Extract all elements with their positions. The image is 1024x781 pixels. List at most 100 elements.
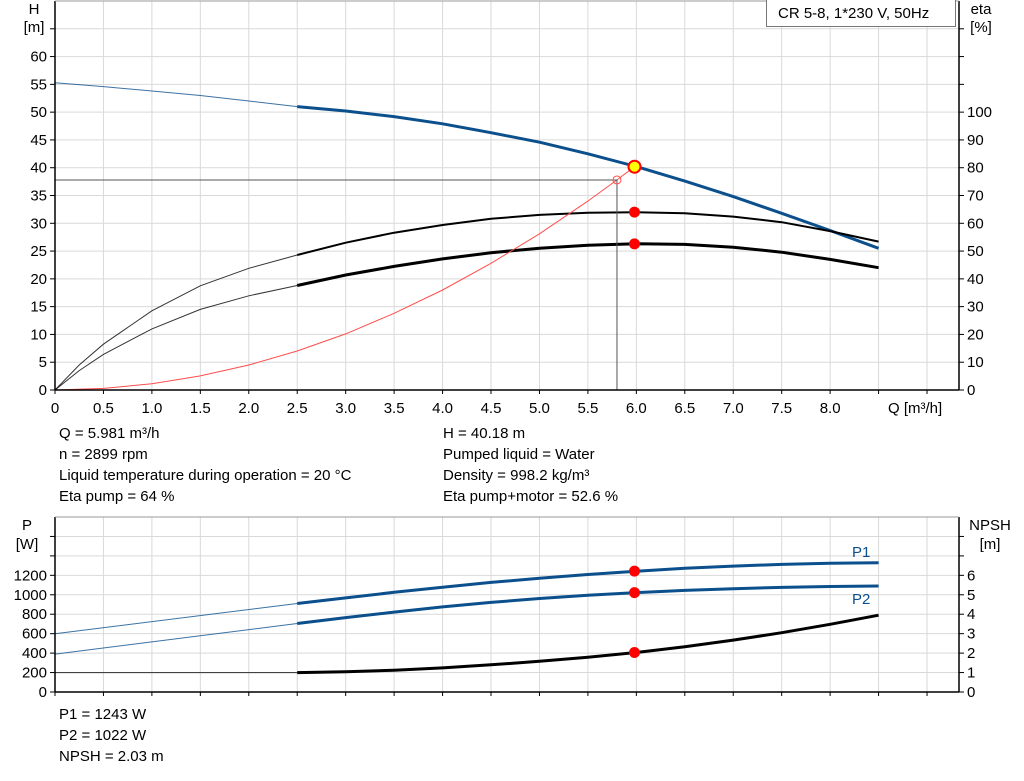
y2-tick-label: 1 [967,665,975,682]
pump-model-legend: CR 5-8, 1*230 V, 50Hz [766,0,956,27]
operating-point [629,238,641,250]
y2-tick-label: 5 [967,587,975,604]
npsh-axis-label: NPSH [969,517,1011,534]
y-tick-label: 20 [30,271,47,288]
x-tick-label: 3.0 [335,400,356,417]
x-tick-label: 7.5 [771,400,792,417]
x-tick-label: 2.5 [287,400,308,417]
npsh-curve [297,613,879,675]
power-axis-unit: [W] [16,536,39,553]
eta-pump-curve [296,211,879,256]
info-right: H = 40.18 m Pumped liquid = Water Densit… [443,423,618,507]
p2-curve-extrapolated [54,623,298,655]
p1-readout: P1 = 1243 W [59,706,147,723]
y2-tick-label: 3 [967,626,975,643]
operating-point [629,565,641,577]
y2-tick-label: 0 [967,684,975,701]
y2-tick-label: 20 [967,326,984,343]
x-tick-label: 0.5 [93,400,114,417]
eta-pump-readout: Eta pump = 64 % [59,488,175,505]
temperature-readout: Liquid temperature during operation = 20… [59,467,352,484]
y2-tick-label: 30 [967,299,984,316]
y-tick-label: 10 [30,326,47,343]
speed-readout: n = 2899 rpm [59,446,148,463]
system-curve-curve [54,166,635,391]
y2-tick-label: 70 [967,188,984,205]
x-tick-label: 1.5 [190,400,211,417]
density-readout: Density = 998.2 kg/m³ [443,467,590,484]
eta-pump-motor-curve [296,242,879,287]
x-tick-label: 4.0 [432,400,453,417]
info-left: Q = 5.981 m³/h n = 2899 rpm Liquid tempe… [59,423,351,507]
npsh-readout: NPSH = 2.03 m [59,748,164,765]
y2-tick-label: 10 [967,354,984,371]
p1-curve [297,561,879,605]
p2-series-label: P2 [852,591,870,608]
y2-tick-label: 90 [967,132,984,149]
y-tick-label: 600 [22,626,47,643]
y-tick-label: 1000 [14,587,47,604]
y-tick-label: 1200 [14,567,47,584]
y-tick-label: 30 [30,215,47,232]
eta-pump-motor-curve-extrapolated [54,285,298,391]
x-tick-label: 8.0 [820,400,841,417]
y2-tick-label: 2 [967,645,975,662]
y2-tick-label: 4 [967,606,975,623]
p1-series-label: P1 [852,544,870,561]
y2-tick-label: 60 [967,215,984,232]
duty-crosshair [55,179,618,390]
flow-readout: Q = 5.981 m³/h [59,425,160,442]
y2-tick-label: 50 [967,243,984,260]
liquid-readout: Pumped liquid = Water [443,446,595,463]
y-tick-label: 55 [30,76,47,93]
eta-pump-curve-extrapolated [54,254,298,391]
bottom-curves [54,561,879,675]
operating-point [629,206,641,218]
operating-point [629,647,641,659]
marked-point [612,175,622,185]
operating-point [629,587,641,599]
info-bottom: P1 = 1243 W P2 = 1022 W NPSH = 2.03 m [59,704,164,767]
duty-point [627,159,642,174]
y-tick-label: 200 [22,665,47,682]
x-tick-label: 6.5 [674,400,695,417]
y-tick-label: 35 [30,188,47,205]
bottom-grid [55,517,959,692]
axes: 0510152025303540455055600102030405060708… [14,0,992,701]
y-tick-label: 40 [30,160,47,177]
y-tick-label: 50 [30,104,47,121]
y2-tick-label: 0 [967,382,975,399]
y-tick-label: 400 [22,645,47,662]
y-tick-label: 60 [30,49,47,66]
y-tick-label: 25 [30,243,47,260]
p1-curve-extrapolated [54,603,298,635]
y2-tick-label: 40 [967,271,984,288]
p2-curve [297,584,879,625]
x-axis-label: Q [m³/h] [888,400,942,417]
x-tick-label: 2.0 [238,400,259,417]
x-tick-label: 4.5 [481,400,502,417]
y2-tick-label: 100 [967,104,992,121]
y-axis-unit: [m] [24,19,45,36]
x-tick-label: 0 [51,400,59,417]
y-tick-label: 5 [39,354,47,371]
y-tick-label: 0 [39,382,47,399]
y-tick-label: 15 [30,299,47,316]
h-curve [297,105,880,250]
top-grid [55,1,959,390]
h-curve-extrapolated [54,82,298,108]
y-tick-label: 0 [39,684,47,701]
top-curves [54,82,880,391]
y2-tick-label: 6 [967,567,975,584]
power-axis-label: P [22,517,32,534]
y2-axis-unit: [%] [970,19,992,36]
y-tick-label: 800 [22,606,47,623]
head-readout: H = 40.18 m [443,425,526,442]
x-tick-label: 7.0 [723,400,744,417]
npsh-axis-unit: [m] [980,536,1001,553]
x-tick-label: 3.5 [384,400,405,417]
y2-axis-label: eta [971,1,993,18]
x-tick-label: 5.0 [529,400,550,417]
eta-total-readout: Eta pump+motor = 52.6 % [443,488,619,505]
